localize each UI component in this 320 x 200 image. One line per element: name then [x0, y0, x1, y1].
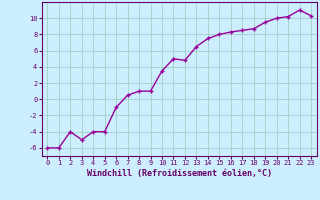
- X-axis label: Windchill (Refroidissement éolien,°C): Windchill (Refroidissement éolien,°C): [87, 169, 272, 178]
